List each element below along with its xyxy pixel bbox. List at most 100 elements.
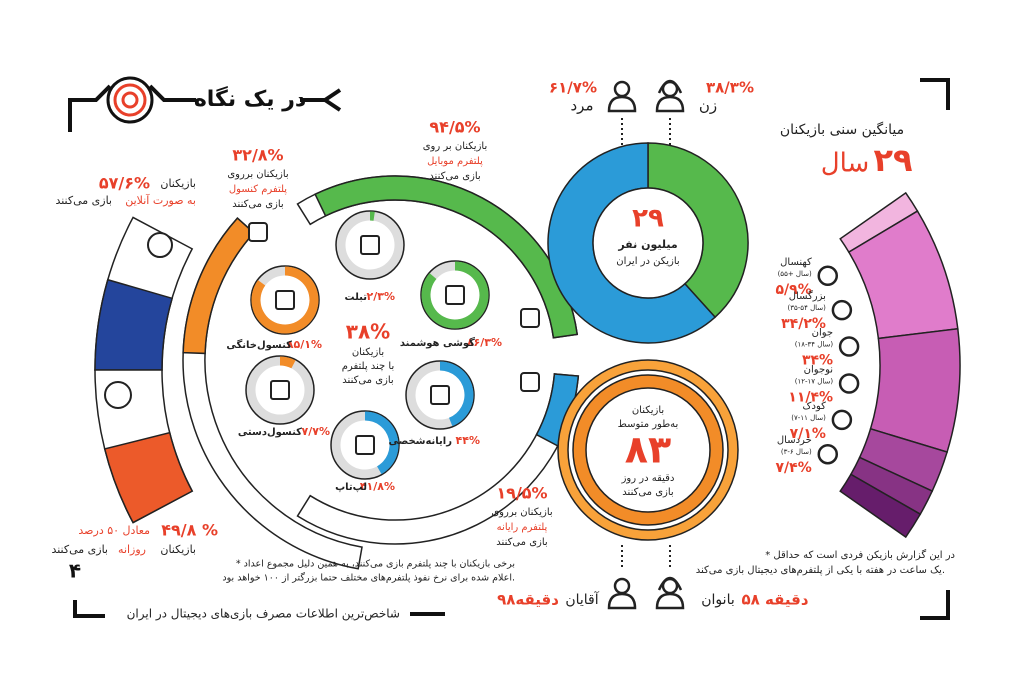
label: (۳-۶ سال) — [781, 448, 812, 456]
platform-value: ۱۹/۵% — [496, 484, 547, 503]
donut-center — [592, 187, 704, 299]
playtime-value: ۵۸ دقیقه — [741, 591, 808, 609]
label: پلتفرم موبایل — [427, 156, 483, 167]
device-name: تبلت — [344, 292, 367, 303]
label: بازیکنان برروی — [491, 507, 552, 518]
label: نوجوان — [804, 365, 833, 376]
device-value: ۴۱/۸% — [360, 480, 395, 493]
online-bar — [94, 278, 174, 371]
device-outline — [245, 355, 315, 425]
platform-bar — [314, 175, 579, 339]
label: میانگین سنی بازیکنان — [780, 121, 904, 138]
platform-bar — [182, 217, 255, 355]
header-bracket — [68, 84, 196, 132]
note: یک ساعت در هفته با یکی از پلتفرم‌های دیج… — [696, 565, 945, 576]
label: بازی می‌کنند — [429, 171, 480, 182]
device-value: ۷/۷% — [302, 425, 330, 438]
person-icon — [613, 80, 631, 98]
target-icon — [121, 91, 139, 109]
label: با چند پلتفرم — [342, 361, 395, 372]
label: بازی می‌کنند — [342, 375, 393, 386]
label: خردسال — [777, 435, 812, 446]
clock-icon — [104, 381, 132, 409]
person-icon — [657, 576, 683, 591]
label: آقایان — [565, 591, 599, 608]
label: به صورت آنلاین — [125, 193, 196, 207]
device-icon — [445, 285, 465, 305]
label: پلتفرم کنسول — [229, 184, 287, 195]
platform-icon — [520, 308, 540, 328]
age-icon — [838, 373, 860, 394]
label: بازی می‌کنند — [55, 194, 112, 207]
multi-value: ۳۸% — [346, 320, 390, 344]
device-icon — [360, 235, 380, 255]
page-title: در یک نگاه — [194, 85, 306, 112]
corner-bracket — [920, 78, 950, 110]
device-bar — [280, 356, 296, 369]
age-value: ۵/۹% — [776, 282, 812, 298]
label: بانوان — [701, 592, 734, 608]
device-value: ۴۴% — [456, 434, 480, 447]
target-icon — [106, 76, 154, 124]
age-value: ۳۴% — [802, 352, 833, 368]
person-icon — [655, 592, 685, 610]
age-icon — [831, 409, 853, 431]
device-outline — [335, 210, 405, 280]
time-center — [585, 387, 711, 513]
device-bar — [440, 361, 474, 427]
label: روزانه — [118, 543, 146, 556]
device-bar — [370, 211, 375, 221]
device-value: ۸۶/۳% — [467, 336, 502, 349]
platform-icon — [248, 222, 268, 242]
age-icon — [831, 299, 853, 321]
daily-value: ۴۹/۸ % — [161, 521, 218, 540]
note: * برخی بازیکنان با چند پلتفرم بازی می‌کن… — [236, 559, 515, 570]
corner-bracket — [920, 590, 950, 620]
label: بازیکن در ایران — [616, 256, 679, 267]
age-icon — [817, 265, 839, 287]
device-name: رایانه‌شخصی — [388, 436, 452, 447]
platform-value: ۳۲/۸% — [232, 146, 283, 165]
device-outline — [420, 260, 490, 330]
label: کودک — [803, 401, 827, 412]
label: بازیکنان — [352, 347, 384, 358]
label: (۱۲-۱۷ سال) — [795, 378, 834, 386]
header-bracket — [300, 88, 342, 112]
age-segment — [839, 473, 922, 539]
footer-bracket — [73, 600, 105, 618]
label: بازیکنان برروی — [227, 169, 288, 180]
age-value: ۱۱/۴% — [788, 390, 833, 406]
wifi-icon — [147, 232, 173, 258]
age-value: ۳۴/۲% — [781, 316, 826, 332]
device-name: لپ‌تاپ — [335, 482, 367, 493]
label: به‌طور متوسط — [618, 419, 679, 430]
track — [296, 373, 580, 545]
person-icon — [655, 95, 685, 113]
playtime-value: ۹۸دقیقه — [497, 591, 559, 609]
label: پلتفرم رایانه — [497, 522, 548, 533]
age-value: ۷/۱% — [790, 426, 826, 442]
online-value: ۵۷/۶% — [99, 174, 150, 193]
label: (۷-۱۱ سال) — [791, 414, 826, 422]
person-icon — [657, 79, 683, 94]
daily-bar — [103, 431, 194, 524]
device-icon — [430, 385, 450, 405]
platform-icon — [520, 372, 540, 392]
age-unit: سال — [821, 149, 870, 179]
person-icon — [607, 592, 637, 610]
device-outline — [405, 360, 475, 430]
footer-text: شاخص‌ترین اطلاعات مصرف بازی‌های دیجیتال … — [127, 607, 400, 622]
device-name: گوشی هوشمند — [400, 336, 475, 349]
label: (۱۸-۳۴ سال) — [795, 340, 834, 348]
label: کهنسال — [780, 257, 812, 268]
label: مرد — [571, 97, 594, 115]
device-name: کنسول‌خانگی — [226, 338, 292, 351]
label: زن — [699, 97, 717, 115]
gender-value: ۳۸/۳% — [706, 79, 754, 97]
label: بزرگسال — [789, 290, 826, 302]
label: دقیقه در روز — [621, 473, 675, 484]
device-icon — [270, 380, 290, 400]
label: بازی می‌کنند — [51, 543, 108, 556]
decoration — [68, 76, 950, 620]
